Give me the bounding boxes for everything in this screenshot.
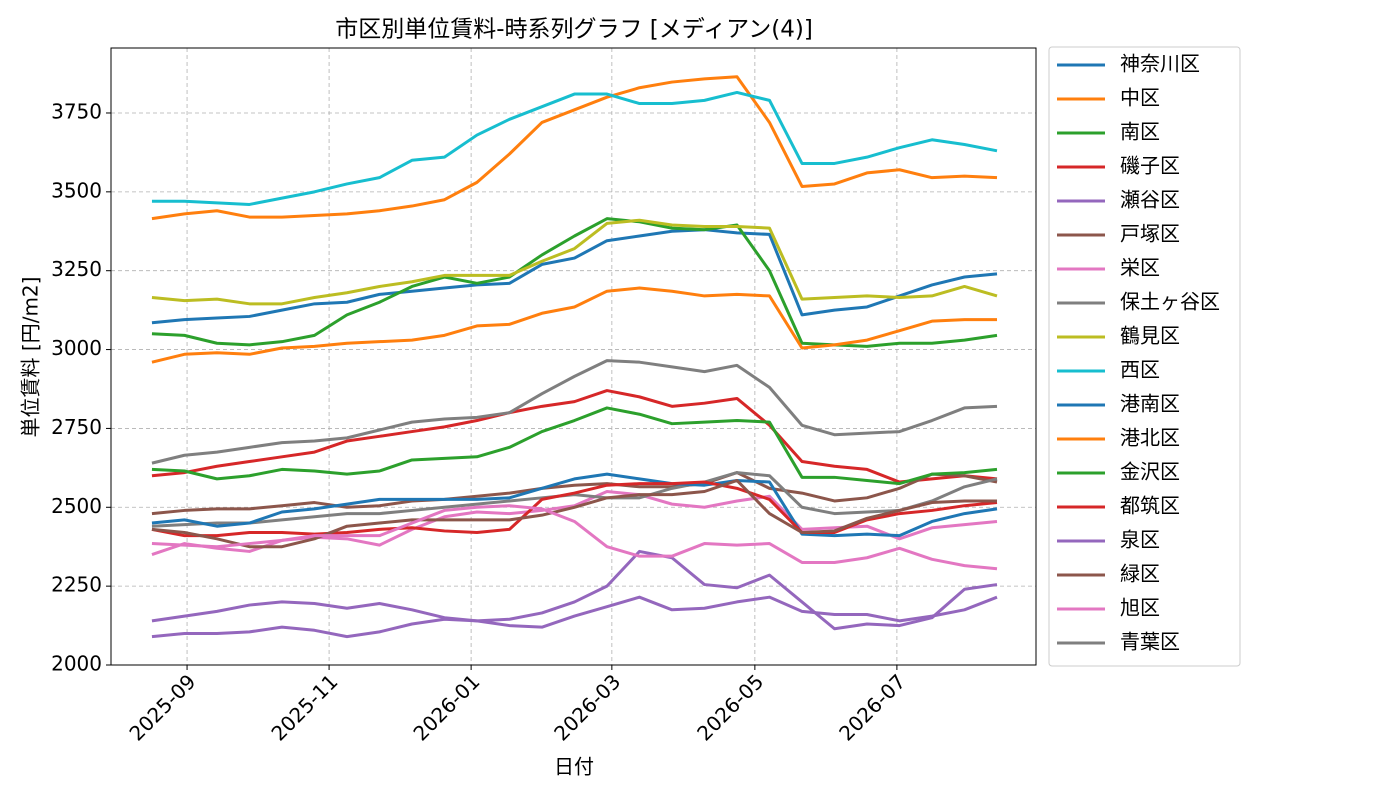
series-line xyxy=(151,359,998,465)
legend-label: 金沢区 xyxy=(1120,460,1180,484)
legend-label: 栄区 xyxy=(1120,256,1160,280)
x-tick-label: 2025-11 xyxy=(266,669,342,745)
legend-label: 瀬谷区 xyxy=(1120,188,1180,212)
legend-label: 港南区 xyxy=(1120,392,1180,416)
legend-label: 中区 xyxy=(1120,86,1160,110)
legend-label: 保土ヶ谷区 xyxy=(1120,290,1220,314)
legend-label: 戸塚区 xyxy=(1120,222,1180,246)
x-tick-label: 2026-07 xyxy=(834,669,910,745)
series-line xyxy=(151,217,998,348)
series-line xyxy=(151,471,998,528)
x-tick-label: 2026-03 xyxy=(549,669,625,745)
x-tick-label: 2026-05 xyxy=(692,669,768,745)
legend-label: 磯子区 xyxy=(1120,154,1180,178)
y-tick-label: 3250 xyxy=(51,257,102,281)
series-line xyxy=(151,504,998,571)
legend-label: 鶴見区 xyxy=(1120,324,1180,348)
series-line xyxy=(151,389,998,484)
series-line xyxy=(151,595,998,639)
y-tick-label: 2000 xyxy=(51,652,102,676)
legend-label: 旭区 xyxy=(1120,596,1160,620)
series-line xyxy=(151,478,997,549)
y-tick-label: 3500 xyxy=(51,178,102,202)
x-axis-label: 日付 xyxy=(554,755,594,779)
series-line xyxy=(151,286,997,364)
series-line xyxy=(151,472,998,538)
y-tick-label: 2250 xyxy=(51,573,102,597)
legend-label: 緑区 xyxy=(1120,562,1160,586)
legend-label: 神奈川区 xyxy=(1120,52,1200,76)
series-line xyxy=(151,228,998,325)
y-tick-label: 2750 xyxy=(51,415,102,439)
x-tick-label: 2026-01 xyxy=(408,669,484,745)
chart-title: 市区別単位賃料-時系列グラフ [メディアン(4)] xyxy=(335,17,813,43)
legend-label: 青葉区 xyxy=(1120,630,1180,654)
series-line xyxy=(151,549,998,631)
y-axis-label: 単位賃料 [円/m2] xyxy=(19,277,43,438)
y-tick-label: 2500 xyxy=(51,494,102,518)
legend-label: 泉区 xyxy=(1120,528,1160,552)
y-tick-label: 3750 xyxy=(51,99,102,123)
series-line xyxy=(151,406,998,486)
legend-label: 西区 xyxy=(1120,358,1160,382)
series-line xyxy=(151,471,998,516)
series-line xyxy=(151,75,998,221)
series-line xyxy=(151,90,998,206)
series-line xyxy=(151,218,998,306)
x-tick-label: 2025-09 xyxy=(124,669,200,745)
legend-label: 南区 xyxy=(1120,120,1160,144)
plot-frame xyxy=(110,47,1037,666)
y-tick-label: 3000 xyxy=(51,336,102,360)
legend-label: 港北区 xyxy=(1120,426,1180,450)
legend-label: 都筑区 xyxy=(1120,494,1180,518)
